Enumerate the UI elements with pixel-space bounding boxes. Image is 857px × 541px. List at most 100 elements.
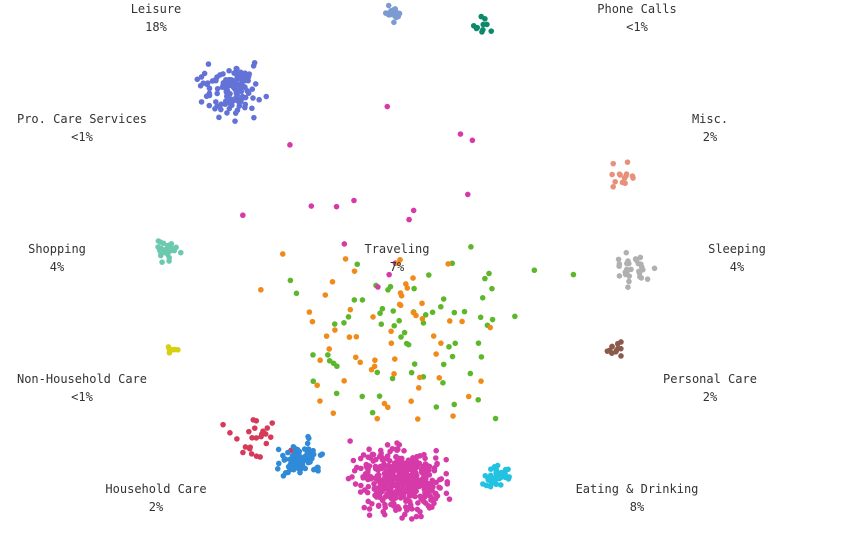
person-dot — [351, 268, 358, 274]
person-dot — [478, 13, 485, 20]
person-dot — [256, 96, 262, 103]
person-dot — [293, 290, 300, 297]
person-dot — [269, 420, 276, 426]
person-dot — [449, 353, 456, 360]
person-dot — [445, 261, 451, 267]
person-dot — [374, 369, 381, 376]
person-dot — [610, 160, 617, 167]
person-dot — [368, 476, 374, 482]
person-dot — [233, 79, 239, 85]
person-dot — [224, 110, 230, 116]
person-dot — [228, 77, 235, 83]
person-dot — [408, 463, 415, 469]
person-dot — [616, 261, 623, 267]
person-dot — [346, 334, 353, 340]
person-dot — [409, 492, 416, 499]
person-dot — [366, 463, 373, 469]
person-dot — [226, 67, 232, 74]
person-dot — [159, 247, 166, 253]
person-dot — [230, 98, 236, 104]
person-dot — [570, 271, 577, 278]
person-dot — [291, 461, 298, 467]
person-dot — [238, 98, 244, 105]
person-dot — [614, 340, 621, 347]
person-dot — [249, 434, 255, 441]
person-dot — [249, 105, 255, 112]
person-dot — [381, 461, 387, 467]
person-dot — [469, 137, 476, 144]
person-dot — [621, 175, 628, 181]
person-dot — [279, 251, 286, 257]
person-dot — [294, 446, 301, 453]
person-dot — [177, 249, 184, 256]
person-dot — [438, 340, 444, 346]
activity-label: Pro. Care Services <1% — [17, 110, 147, 146]
person-dot — [224, 87, 231, 94]
person-dot — [512, 313, 518, 320]
activity-share: 4% — [49, 260, 65, 274]
person-dot — [241, 73, 248, 80]
person-dot — [364, 489, 371, 496]
person-dot — [398, 293, 405, 299]
person-dot — [242, 101, 249, 108]
person-dot — [403, 498, 409, 504]
person-dot — [345, 314, 352, 320]
person-dot — [450, 413, 456, 419]
person-dot — [198, 99, 205, 105]
person-dot — [223, 98, 230, 105]
person-dot — [354, 261, 361, 268]
person-dot — [287, 142, 293, 148]
activity-share: 2% — [702, 390, 718, 404]
person-dot — [394, 440, 400, 446]
person-dot — [377, 447, 384, 454]
person-dot — [623, 171, 630, 177]
person-dot — [387, 448, 393, 455]
person-dot — [351, 197, 357, 204]
person-dot — [323, 333, 330, 339]
person-dot — [220, 84, 226, 90]
person-dot — [242, 444, 249, 450]
person-dot — [353, 333, 360, 340]
person-dot — [468, 244, 474, 250]
person-dot — [417, 453, 423, 459]
person-dot — [397, 479, 404, 485]
person-dot — [419, 300, 425, 307]
person-dot — [429, 487, 435, 494]
person-dot — [311, 466, 317, 473]
person-dot — [395, 489, 402, 496]
person-dot — [206, 102, 213, 109]
person-dot — [433, 404, 440, 410]
person-dot — [492, 415, 499, 422]
activity-label: Non-Household Care <1% — [17, 370, 147, 406]
activity-share: 18% — [145, 20, 167, 34]
person-dot — [432, 455, 439, 461]
person-dot — [389, 471, 395, 478]
person-dot — [622, 180, 628, 187]
person-dot — [412, 483, 418, 489]
person-dot — [240, 212, 246, 219]
person-dot — [459, 318, 465, 325]
person-dot — [403, 479, 409, 485]
person-dot — [636, 270, 643, 277]
person-dot — [399, 463, 405, 470]
person-dot — [415, 385, 422, 391]
person-dot — [290, 443, 297, 450]
activity-share: <1% — [71, 390, 93, 404]
person-dot — [431, 467, 438, 474]
person-dot — [451, 401, 458, 408]
person-dot — [213, 76, 219, 83]
person-dot — [172, 346, 178, 353]
person-dot — [465, 393, 472, 400]
person-dot — [388, 484, 395, 490]
person-dot — [306, 309, 313, 315]
person-dot — [389, 375, 396, 382]
person-dot — [478, 354, 485, 360]
person-dot — [411, 285, 417, 292]
person-dot — [253, 435, 260, 441]
person-dot — [423, 462, 430, 469]
person-dot — [393, 453, 399, 460]
person-dot — [446, 318, 453, 324]
person-dot — [422, 478, 429, 485]
